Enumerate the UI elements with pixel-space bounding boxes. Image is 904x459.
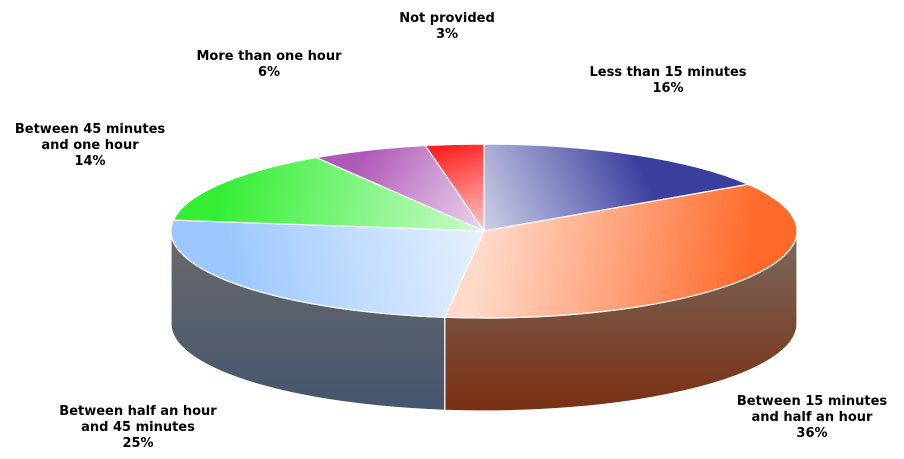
- slice-label-text: Less than 15 minutes: [589, 65, 747, 80]
- slice-label-text: Between half an hour: [59, 404, 217, 419]
- pie-slice-5: [424, 143, 485, 233]
- slice-label-3: Between 45 minutes and one hour 14%: [15, 122, 165, 170]
- pie-slice-0: [483, 143, 751, 232]
- pie-slice-4: [314, 144, 486, 233]
- pie-slice-1: [443, 183, 798, 319]
- slice-label-text: Between 15 minutes: [736, 394, 888, 409]
- slice-label-text: More than one hour: [196, 49, 342, 64]
- slice-label-0: Less than 15 minutes 16%: [589, 65, 746, 97]
- slice-value-label: 16%: [652, 81, 684, 96]
- slice-label-text: and half an hour: [751, 410, 873, 425]
- slice-label-text: and 45 minutes: [81, 420, 195, 435]
- slice-value-label: 36%: [796, 426, 828, 441]
- slice-label-text: Between 45 minutes: [14, 122, 166, 137]
- slice-value-label: 3%: [435, 27, 459, 42]
- slice-label-text: Not provided: [399, 11, 495, 26]
- slice-label-text: and one hour: [41, 138, 139, 153]
- slice-label-1: Between 15 minutes and half an hour 36%: [737, 394, 887, 442]
- slice-label-5: Not provided 3%: [399, 11, 495, 43]
- slice-label-4: More than one hour 6%: [196, 49, 341, 81]
- pie-slice-2: [170, 219, 485, 318]
- slice-value-label: 6%: [257, 65, 281, 80]
- slice-label-2: Between half an hour and 45 minutes 25%: [59, 404, 216, 452]
- slice-value-label: 14%: [74, 154, 106, 169]
- slice-value-label: 25%: [122, 436, 154, 451]
- pie-slice-3: [172, 156, 485, 232]
- pie-slices: [170, 143, 798, 319]
